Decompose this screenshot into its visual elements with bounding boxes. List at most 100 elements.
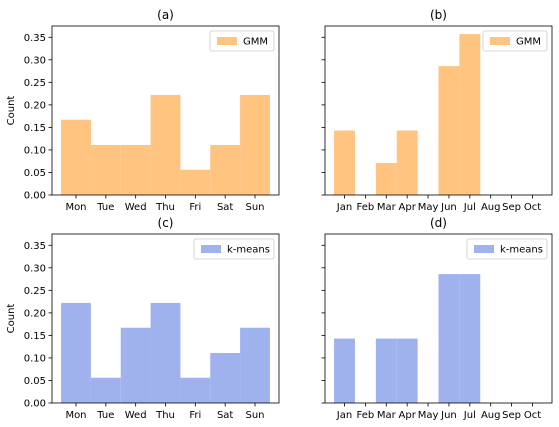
legend-box (482, 30, 548, 52)
panel-c: 0.00 0.05 0.10 0.15 0.20 0.25 0.30 0.35 Mon Tue We… (6, 216, 280, 421)
x-tick-label-sun: Sun (245, 202, 264, 213)
y-tick-label: 0.00 (24, 399, 46, 410)
legend-box (466, 238, 548, 260)
bar-b-jan (334, 130, 355, 195)
y-tick-label: 0.20 (24, 308, 46, 319)
y-tick-label: 0.25 (24, 286, 46, 297)
legend-swatch (474, 245, 494, 253)
bar-b-jun (438, 66, 460, 195)
x-tick-label-apr: Apr (399, 410, 417, 421)
bar-d-jun (438, 274, 460, 403)
bar-d-jul (459, 274, 481, 403)
panel-a: 0.00 0.05 0.10 0.15 0.20 0.25 0.30 0.35 Mon Tue We… (6, 8, 280, 213)
bar-c-sat (210, 352, 241, 403)
panel-title: (c) (158, 216, 174, 230)
x-tick-label-oct: Oct (524, 410, 541, 421)
legend-swatch (201, 245, 221, 253)
x-tick-label-jan: Jan (336, 410, 352, 421)
legend-label: k-means (500, 245, 543, 256)
x-tick-label-jul: Jul (463, 202, 476, 213)
y-tick-label: 0.10 (24, 353, 46, 364)
x-tick-label-mar: Mar (377, 202, 397, 213)
x-tick-label-thu: Thu (155, 202, 175, 213)
panel-d: Jan Feb Mar Apr May Jun Jul Aug Sep Oct (d) k-means (321, 216, 553, 421)
x-tick-label-sat: Sat (217, 410, 233, 421)
bar-a-mon (61, 119, 91, 195)
legend-label: GMM (243, 37, 268, 48)
x-tick-label-jan: Jan (336, 202, 352, 213)
y-axis-label: Count (6, 96, 17, 126)
bar-d-mar (375, 338, 397, 403)
legend: GMM (209, 30, 275, 52)
x-tick-label-mar: Mar (377, 410, 397, 421)
x-tick-label-tue: Tue (96, 410, 114, 421)
x-tick-label-thu: Thu (155, 410, 175, 421)
x-tick-label-jul: Jul (463, 410, 476, 421)
panel-title: (b) (430, 8, 447, 22)
y-axis-label: Count (6, 304, 17, 334)
bar-d-jan (334, 338, 355, 403)
panel-title: (d) (430, 216, 447, 230)
bar-a-sat (210, 144, 241, 195)
bar-c-mon (61, 302, 91, 403)
bar-c-fri (180, 377, 211, 403)
y-tick-label: 0.00 (24, 191, 46, 202)
y-tick-label: 0.05 (24, 168, 46, 179)
x-tick-label-wed: Wed (125, 410, 147, 421)
bar-c-sun (240, 327, 270, 403)
x-tick-label-mon: Mon (65, 410, 86, 421)
x-tick-label-fri: Fri (189, 410, 201, 421)
bar-d-apr (396, 338, 418, 403)
y-tick-label: 0.20 (24, 100, 46, 111)
y-tick-label: 0.30 (24, 55, 46, 66)
legend: GMM (482, 30, 548, 52)
x-tick-label-fri: Fri (189, 202, 201, 213)
x-tick-label-feb: Feb (357, 410, 375, 421)
x-tick-label-tue: Tue (96, 202, 114, 213)
y-tick-label: 0.10 (24, 145, 46, 156)
y-tick-label: 0.35 (24, 241, 46, 252)
x-tick-label-mon: Mon (65, 202, 86, 213)
x-tick-label-apr: Apr (399, 202, 417, 213)
x-tick-label-sun: Sun (245, 410, 264, 421)
x-tick-label-aug: Aug (481, 410, 501, 421)
x-tick-label-wed: Wed (125, 202, 147, 213)
x-tick-label-jun: Jun (440, 202, 457, 213)
x-tick-label-oct: Oct (524, 202, 541, 213)
legend-label: k-means (227, 245, 270, 256)
legend-box (193, 238, 275, 260)
y-tick-label: 0.30 (24, 263, 46, 274)
x-tick-label-sep: Sep (502, 410, 521, 421)
bar-a-wed (120, 144, 151, 195)
legend-box (209, 30, 275, 52)
bar-b-apr (396, 130, 418, 195)
legend: k-means (193, 238, 275, 260)
panel-title: (a) (157, 8, 174, 22)
bar-b-mar (375, 163, 397, 195)
x-tick-label-may: May (418, 410, 439, 421)
axes-frame (324, 233, 553, 404)
x-tick-label-may: May (418, 202, 439, 213)
legend: k-means (466, 238, 548, 260)
panel-b: Jan Feb Mar Apr May Jun Jul Aug Sep Oct (b) GMM (321, 8, 553, 213)
x-tick-label-sep: Sep (502, 202, 521, 213)
bar-c-wed (120, 327, 151, 403)
x-tick-label-feb: Feb (357, 202, 375, 213)
bar-b-jul (459, 34, 481, 195)
y-tick-label: 0.25 (24, 78, 46, 89)
bar-c-thu (150, 302, 181, 403)
x-tick-label-sat: Sat (217, 202, 233, 213)
bar-a-thu (150, 94, 181, 195)
axes-frame (324, 25, 553, 196)
bar-a-fri (180, 169, 211, 195)
x-tick-label-aug: Aug (481, 202, 501, 213)
x-tick-label-jun: Jun (440, 410, 457, 421)
legend-swatch (217, 37, 237, 45)
y-tick-label: 0.15 (24, 331, 46, 342)
y-tick-label: 0.15 (24, 123, 46, 134)
bar-a-sun (240, 94, 270, 195)
legend-swatch (490, 37, 510, 45)
y-tick-label: 0.05 (24, 376, 46, 387)
bar-c-tue (90, 377, 121, 403)
